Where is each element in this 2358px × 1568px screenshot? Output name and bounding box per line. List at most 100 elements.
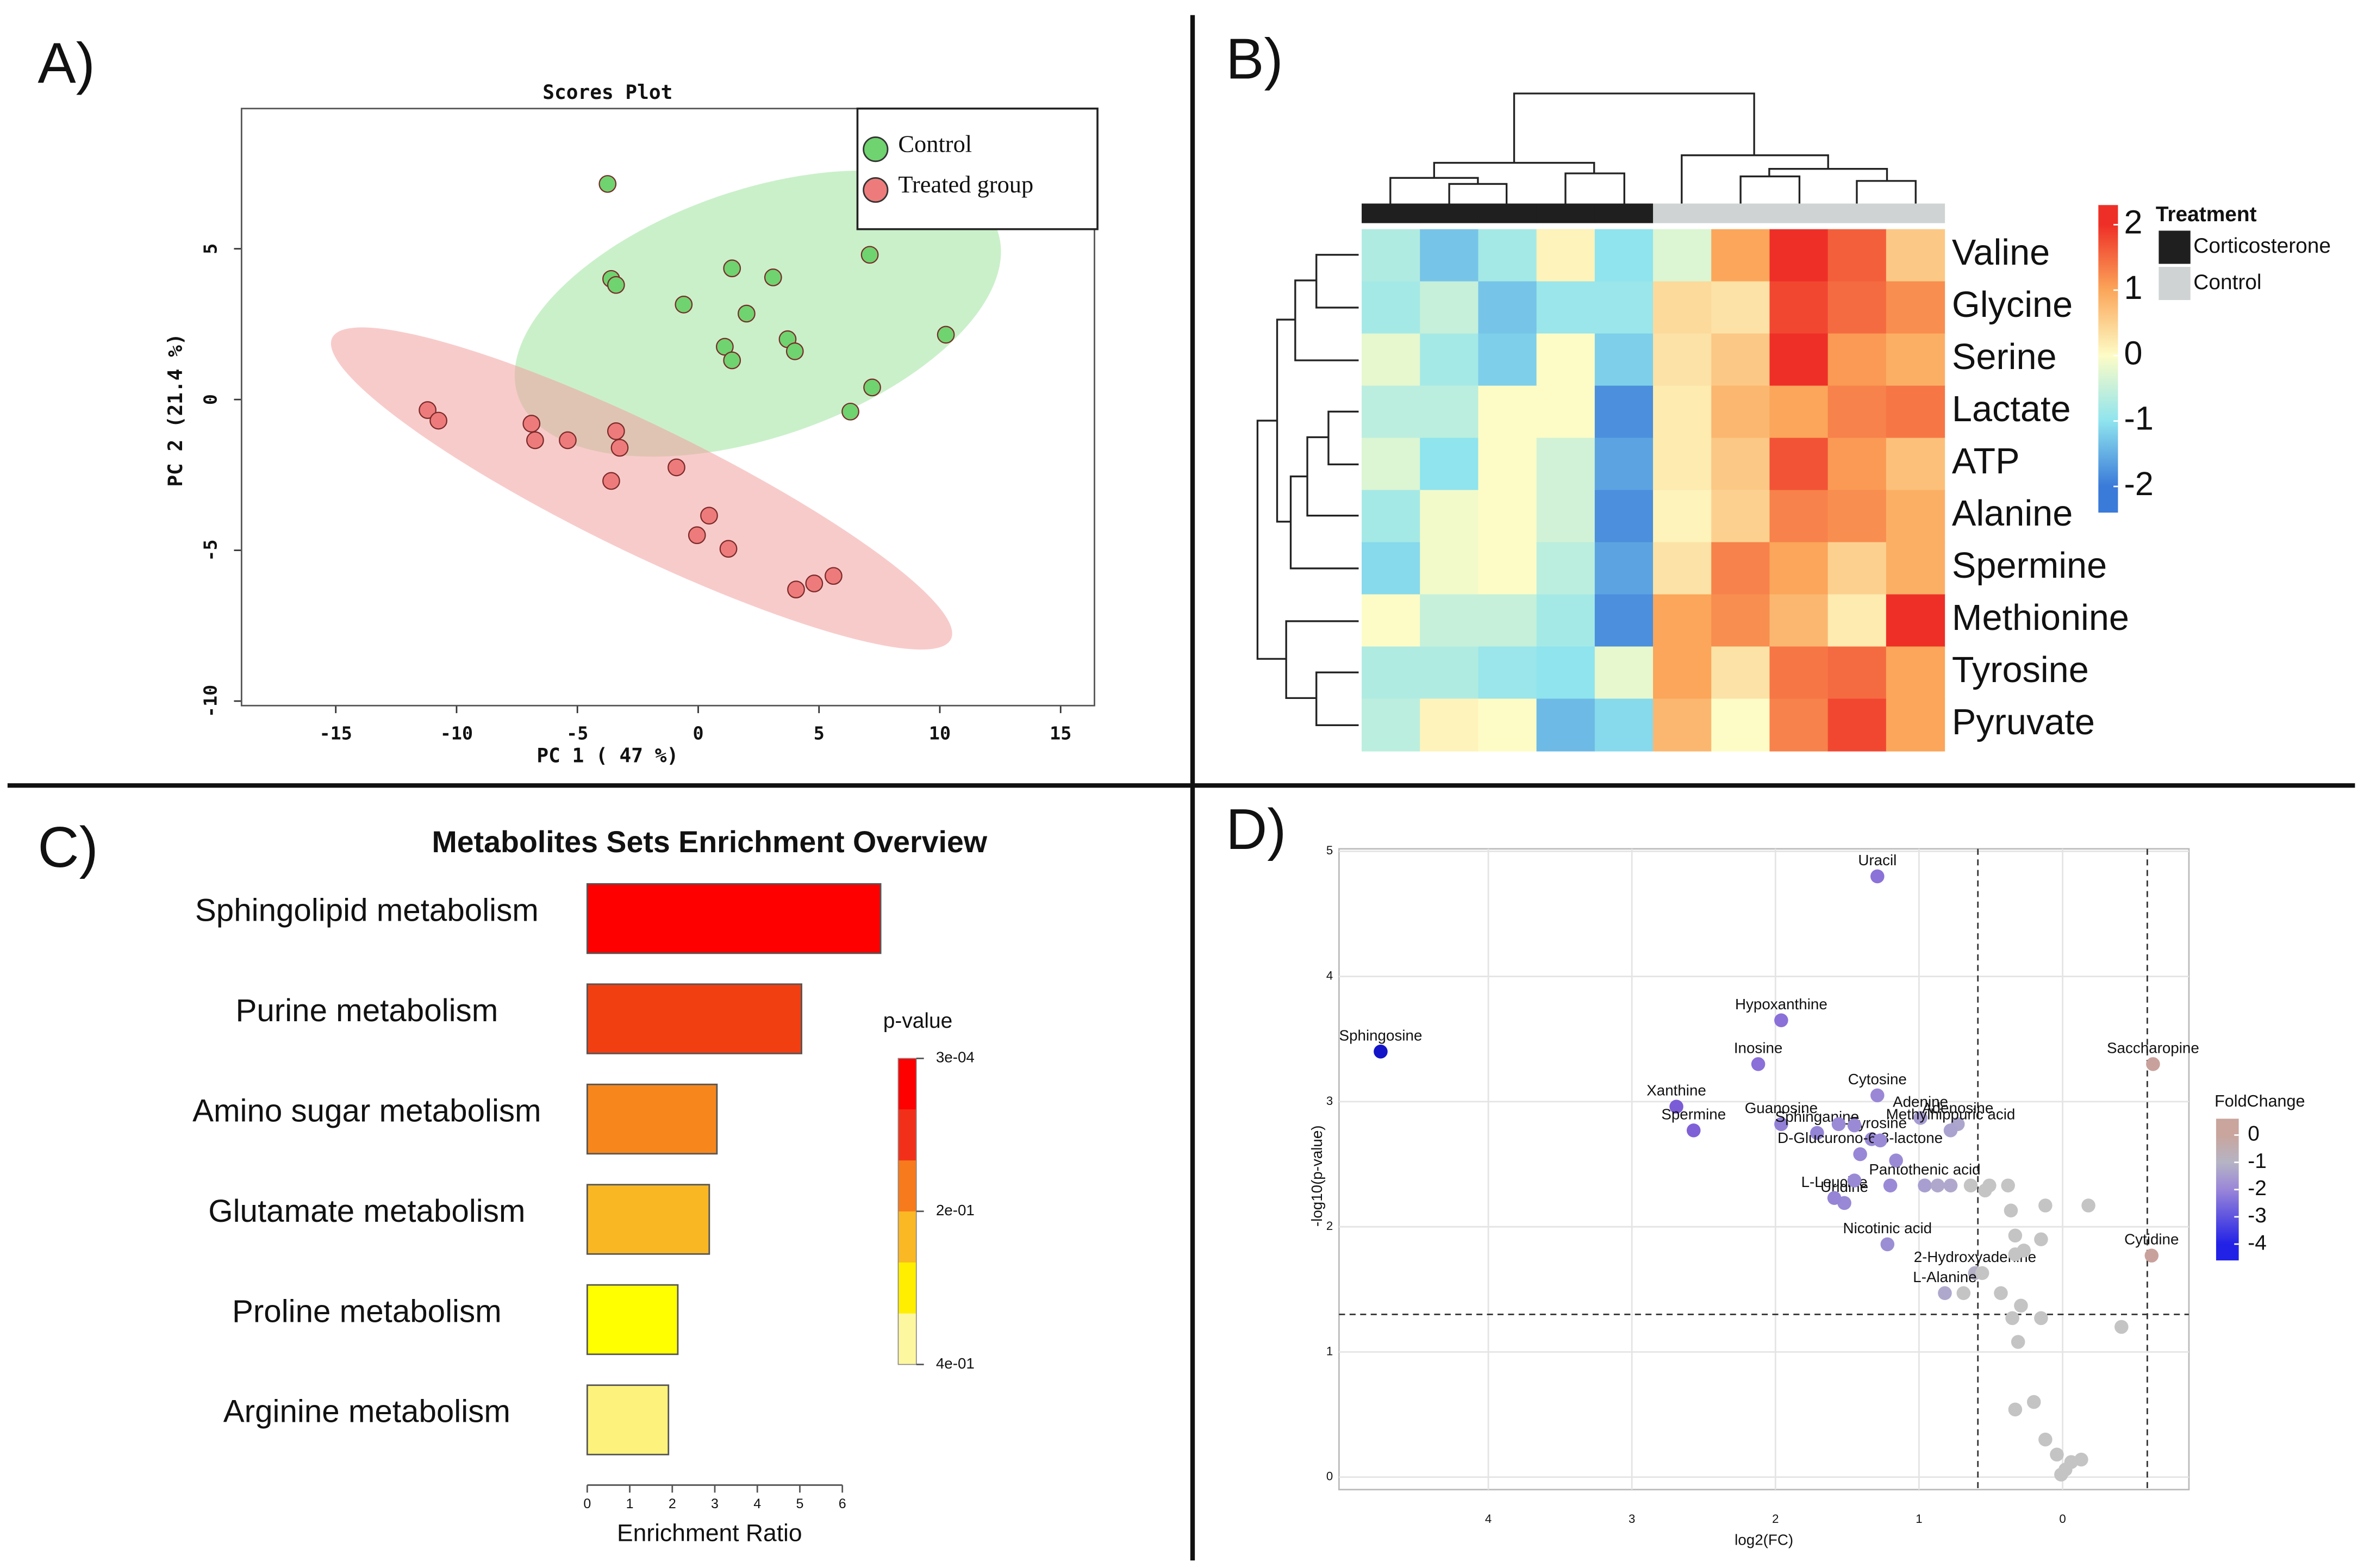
heatmap-cell (1769, 542, 1829, 595)
plot-frame (240, 108, 1095, 707)
x-tick-label: 5 (796, 1496, 804, 1511)
heatmap-cell (1362, 438, 1421, 491)
point (719, 540, 738, 558)
heatmap-cell (1769, 229, 1829, 282)
y-tick-label: -10 (199, 685, 221, 717)
y-tick-label: 3 (1326, 1094, 1333, 1108)
bar (586, 1384, 670, 1455)
category-label: Glutamate metabolism (208, 1194, 525, 1229)
row-label: Pyruvate (1952, 702, 2095, 742)
colorbar-tick-label: 0 (2124, 334, 2143, 371)
legend-box (856, 107, 1099, 230)
point (2008, 1228, 2023, 1243)
heatmap-cell (1594, 438, 1654, 491)
heatmap-cell (1536, 438, 1595, 491)
colorbar-tick-label: -2 (2124, 465, 2154, 502)
point (2054, 1467, 2068, 1482)
point-label: Guanosine (1745, 1100, 1818, 1116)
x-tick-label: 4 (753, 1496, 761, 1511)
column-group-bar (1478, 203, 1537, 223)
colorbar-step (898, 1262, 916, 1314)
column-group-bar (1536, 203, 1595, 223)
point-label: Hypoxanthine (1735, 996, 1827, 1013)
colorbar-tick-label: 0 (2248, 1122, 2260, 1146)
heatmap-cell (1653, 542, 1712, 595)
legend-swatch (863, 136, 889, 163)
y-tick-label: 5 (1326, 844, 1333, 857)
heatmap-cell (1711, 385, 1770, 439)
colorbar-tick-label: 1 (2124, 269, 2143, 306)
heatmap-cell (1594, 333, 1654, 386)
heatmap-cell (1653, 333, 1712, 386)
heatmap-cell (1594, 490, 1654, 543)
point-label: D-Glucurono-6,3-lactone (1777, 1129, 1943, 1146)
colorbar-tick-label: 2e-01 (936, 1202, 975, 1219)
panel-label: D) (1226, 798, 1286, 861)
point (2081, 1198, 2095, 1213)
point (2114, 1320, 2129, 1334)
point (1810, 1126, 1824, 1140)
legend-swatch (863, 177, 889, 203)
plot-background (1338, 848, 2190, 1491)
colorbar-tick-label: -2 (2248, 1177, 2267, 1200)
heatmap-cell (1594, 229, 1654, 282)
point (1913, 1111, 1927, 1125)
heatmap-cell (1886, 229, 1945, 282)
colorbar-tick-label: -3 (2248, 1204, 2267, 1227)
heatmap-cell (1478, 490, 1537, 543)
heatmap-cell (1478, 281, 1537, 334)
heatmap-cell (1827, 333, 1887, 386)
column-group-bar (1769, 203, 1829, 223)
row-label: Spermine (1952, 546, 2107, 586)
colorbar-tick-label: 2 (2124, 204, 2143, 241)
heatmap-cell (1420, 281, 1479, 334)
point (2146, 1057, 2160, 1071)
point-label: Sphinganine (1775, 1108, 1859, 1125)
y-tick-label: 0 (1326, 1470, 1333, 1483)
heatmap-cell (1478, 698, 1537, 752)
heatmap-cell (1653, 385, 1712, 439)
point (1374, 1045, 1388, 1059)
column-group-bar (1594, 203, 1654, 223)
colorbar-step (898, 1109, 916, 1161)
heatmap-cell (1536, 594, 1595, 647)
x-tick-label: -15 (320, 722, 352, 744)
colorbar-tick-label: 4e-01 (936, 1355, 975, 1372)
colorbar-step (898, 1058, 916, 1110)
heatmap-cell (1711, 438, 1770, 491)
heatmap-cell (1769, 646, 1829, 699)
heatmap-cell (1653, 490, 1712, 543)
heatmap-cell (1711, 594, 1770, 647)
point-label: Methylhippuric acid (1886, 1105, 2016, 1122)
colorbar-step (898, 1313, 916, 1365)
confidence-ellipse (330, 327, 952, 650)
heatmap-cell (1362, 698, 1421, 752)
point (764, 268, 782, 286)
point-label: Cytidine (2124, 1231, 2179, 1248)
chart-title: Scores Plot (542, 81, 672, 104)
heatmap-cell (1478, 646, 1537, 699)
colorbar-step (898, 1211, 916, 1263)
heatmap-cell (1653, 229, 1712, 282)
heatmap-cell (1362, 385, 1421, 439)
colorbar-tick-label: -1 (2248, 1150, 2267, 1173)
point (688, 526, 706, 545)
point (598, 175, 617, 193)
heatmap-cell (1886, 333, 1945, 386)
heatmap-cell (1536, 542, 1595, 595)
heatmap-cell (1886, 646, 1945, 699)
point (1889, 1153, 1903, 1167)
heatmap-cell (1711, 229, 1770, 282)
heatmap-cell (1594, 542, 1654, 595)
y-axis-label: PC 2 (21.4 %) (164, 333, 187, 486)
point-label: Saccharopine (2107, 1039, 2199, 1056)
point (1669, 1100, 1683, 1114)
heatmap-cell (1362, 281, 1421, 334)
heatmap-cell (1478, 333, 1537, 386)
heatmap-cell (1478, 542, 1537, 595)
point (1827, 1191, 1842, 1205)
heatmap-cell (1827, 229, 1887, 282)
point-label: Spermine (1661, 1105, 1726, 1122)
